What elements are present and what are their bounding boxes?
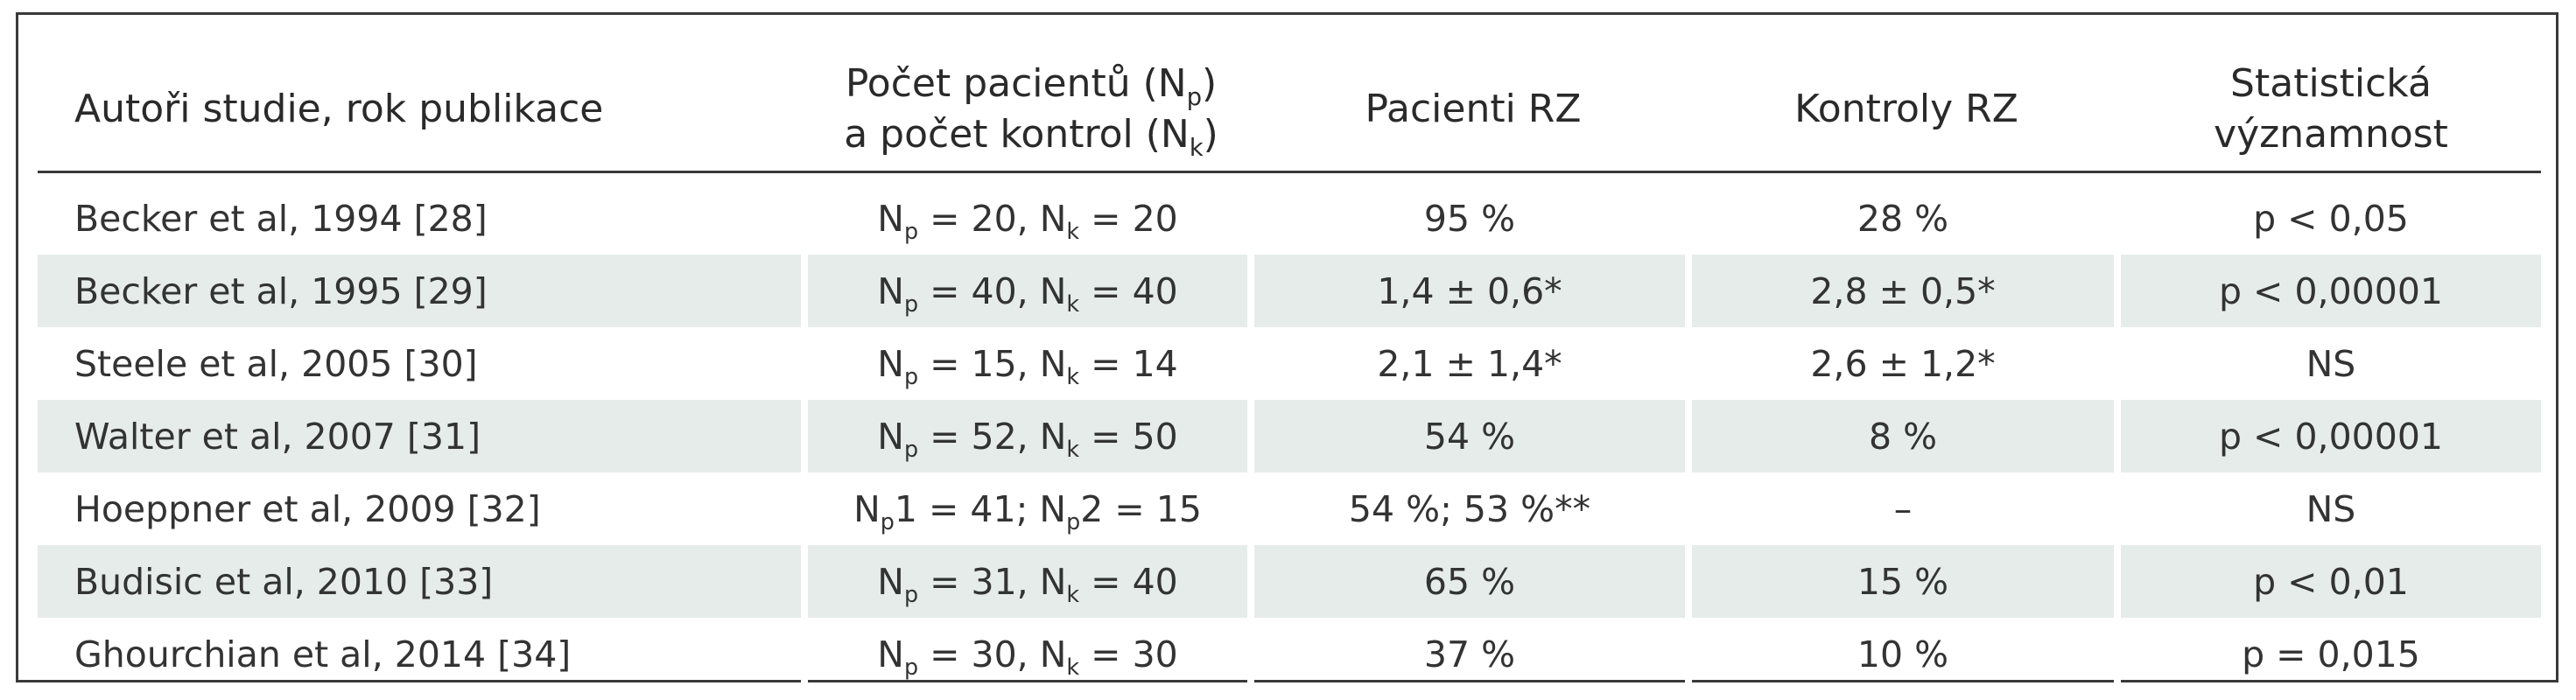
table-row: Becker et al, 1994 [28] Np = 20, Nk = 20… bbox=[38, 173, 2541, 255]
cell-author: Budisic et al, 2010 [33] bbox=[38, 545, 808, 618]
cell-controls: 8 % bbox=[1692, 400, 2121, 472]
cell-patients: 65 % bbox=[1254, 545, 1692, 618]
table-row: Ghourchian et al, 2014 [34] Np = 30, Nk … bbox=[38, 618, 2541, 690]
cell-controls: 15 % bbox=[1692, 545, 2121, 618]
cell-patients: 95 % bbox=[1254, 173, 1692, 255]
cell-controls: – bbox=[1692, 472, 2121, 545]
cell-counts: Np = 30, Nk = 30 bbox=[808, 618, 1254, 690]
cell-controls: 10 % bbox=[1692, 618, 2121, 690]
cell-significance: p < 0,01 bbox=[2121, 545, 2541, 618]
cell-controls: 2,6 ± 1,2* bbox=[1692, 327, 2121, 400]
cell-patients: 37 % bbox=[1254, 618, 1692, 690]
header-authors: Autoři studie, rok publikace bbox=[38, 48, 808, 173]
table-row: Walter et al, 2007 [31] Np = 52, Nk = 50… bbox=[38, 400, 2541, 472]
header-row: Autoři studie, rok publikace Počet pacie… bbox=[38, 48, 2541, 173]
cell-author: Steele et al, 2005 [30] bbox=[38, 327, 808, 400]
cell-significance: NS bbox=[2306, 342, 2356, 385]
cell-counts: Np = 15, Nk = 14 bbox=[808, 327, 1254, 400]
header-controls-rz: Kontroly RZ bbox=[1692, 48, 2121, 173]
cell-significance: p < 0,00001 bbox=[2121, 255, 2541, 327]
header-counts: Počet pacientů (Np) a počet kontrol (Nk) bbox=[808, 48, 1254, 173]
cell-author: Becker et al, 1994 [28] bbox=[38, 173, 808, 255]
cell-author: Hoeppner et al, 2009 [32] bbox=[38, 472, 808, 545]
cell-author: Ghourchian et al, 2014 [34] bbox=[38, 618, 808, 690]
cell-patients: 1,4 ± 0,6* bbox=[1254, 255, 1692, 327]
cell-patients: 54 % bbox=[1254, 400, 1692, 472]
cell-counts: Np = 20, Nk = 20 bbox=[808, 173, 1254, 255]
cell-patients: 2,1 ± 1,4* bbox=[1254, 327, 1692, 400]
studies-table: Autoři studie, rok publikace Počet pacie… bbox=[38, 48, 2541, 690]
header-patients-rz: Pacienti RZ bbox=[1254, 48, 1692, 173]
header-significance: Statistická významnost bbox=[2121, 48, 2541, 173]
cell-author: Walter et al, 2007 [31] bbox=[38, 400, 808, 472]
cell-patients: 54 %; 53 %** bbox=[1254, 472, 1692, 545]
cell-significance: p = 0,015 bbox=[2242, 633, 2420, 676]
table-row: Budisic et al, 2010 [33] Np = 31, Nk = 4… bbox=[38, 545, 2541, 618]
cell-controls: 2,8 ± 0,5* bbox=[1692, 255, 2121, 327]
cell-significance: NS bbox=[2306, 487, 2356, 530]
cell-counts: Np = 40, Nk = 40 bbox=[808, 255, 1254, 327]
cell-counts: Np = 31, Nk = 40 bbox=[808, 545, 1254, 618]
cell-author: Becker et al, 1995 [29] bbox=[38, 255, 808, 327]
cell-controls: 28 % bbox=[1692, 173, 2121, 255]
table-row: Becker et al, 1995 [29] Np = 40, Nk = 40… bbox=[38, 255, 2541, 327]
table-row: Hoeppner et al, 2009 [32] Np1 = 41; Np2 … bbox=[38, 472, 2541, 545]
cell-counts: Np = 52, Nk = 50 bbox=[808, 400, 1254, 472]
cell-significance: p < 0,05 bbox=[2121, 173, 2541, 255]
cell-significance: p < 0,00001 bbox=[2121, 400, 2541, 472]
cell-counts: Np1 = 41; Np2 = 15 bbox=[808, 472, 1254, 545]
table-frame: Autoři studie, rok publikace Počet pacie… bbox=[16, 12, 2558, 690]
table-row: Steele et al, 2005 [30] Np = 15, Nk = 14… bbox=[38, 327, 2541, 400]
